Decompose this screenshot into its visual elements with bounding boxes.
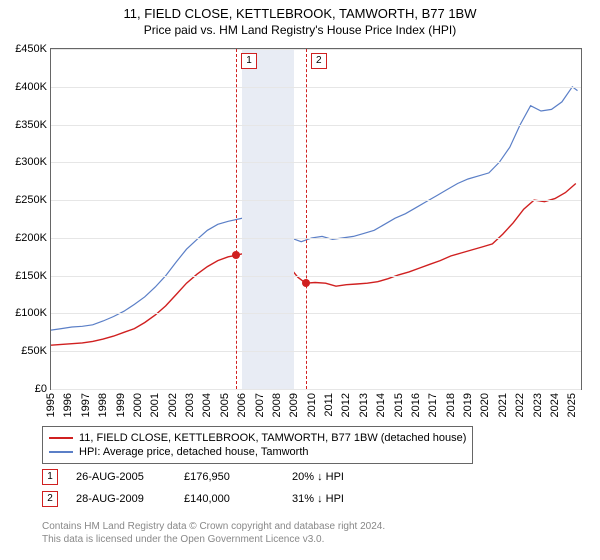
y-tick-label: £450K [15,43,47,55]
legend-item: HPI: Average price, detached house, Tamw… [49,445,466,459]
gridline [51,238,581,239]
x-tick-label: 2021 [497,389,509,417]
series-price_paid [51,184,576,346]
y-tick-label: £200K [15,232,47,244]
y-tick-label: £400K [15,81,47,93]
x-tick-label: 2014 [375,389,387,417]
x-tick-label: 2020 [479,389,491,417]
x-tick-label: 2007 [254,389,266,417]
x-tick-label: 2024 [549,389,561,417]
legend-swatch [49,437,73,439]
gridline [51,313,581,314]
gridline [51,49,581,50]
gridline [51,200,581,201]
footer-line: This data is licensed under the Open Gov… [42,533,385,546]
x-tick-label: 2000 [132,389,144,417]
transaction-marker [232,251,240,259]
x-tick-label: 2015 [393,389,405,417]
gridline [51,162,581,163]
x-tick-label: 2006 [236,389,248,417]
legend-label: HPI: Average price, detached house, Tamw… [79,446,309,458]
transaction-vline [306,49,307,389]
attribution-footer: Contains HM Land Registry data © Crown c… [42,520,385,546]
chart-container: 11, FIELD CLOSE, KETTLEBROOK, TAMWORTH, … [0,0,600,560]
y-tick-label: £50K [21,345,47,357]
transaction-marker [302,279,310,287]
x-tick-label: 2025 [566,389,578,417]
x-tick-label: 2001 [149,389,161,417]
x-tick-label: 1996 [62,389,74,417]
x-tick-label: 2009 [288,389,300,417]
transaction-tag: 1 [241,53,257,69]
legend-swatch [49,451,73,453]
recession-shade [242,49,294,389]
x-tick-label: 2019 [462,389,474,417]
transaction-price: £176,950 [184,471,274,483]
legend: 11, FIELD CLOSE, KETTLEBROOK, TAMWORTH, … [42,426,473,464]
x-tick-label: 1998 [97,389,109,417]
x-tick-label: 2002 [167,389,179,417]
x-tick-label: 2023 [532,389,544,417]
series-hpi [51,87,578,330]
y-tick-label: £350K [15,119,47,131]
footer-line: Contains HM Land Registry data © Crown c… [42,520,385,533]
legend-label: 11, FIELD CLOSE, KETTLEBROOK, TAMWORTH, … [79,432,466,444]
x-tick-label: 2012 [340,389,352,417]
gridline [51,125,581,126]
x-tick-label: 2013 [358,389,370,417]
gridline [51,276,581,277]
x-tick-label: 2005 [219,389,231,417]
chart-subtitle: Price paid vs. HM Land Registry's House … [0,21,600,37]
x-tick-label: 2016 [410,389,422,417]
chart-title: 11, FIELD CLOSE, KETTLEBROOK, TAMWORTH, … [0,0,600,21]
transaction-row-tag: 1 [42,469,58,485]
x-tick-label: 2008 [271,389,283,417]
x-tick-label: 2010 [306,389,318,417]
transaction-price: £140,000 [184,493,274,505]
x-tick-label: 2003 [184,389,196,417]
x-tick-label: 1997 [80,389,92,417]
x-tick-label: 2004 [201,389,213,417]
x-tick-label: 1999 [115,389,127,417]
gridline [51,87,581,88]
y-tick-label: £150K [15,270,47,282]
line-layer [51,49,581,389]
x-tick-label: 2022 [514,389,526,417]
y-tick-label: £100K [15,307,47,319]
transaction-delta: 20% ↓ HPI [292,471,382,483]
transaction-table: 1 26-AUG-2005 £176,950 20% ↓ HPI 2 28-AUG-200… [42,466,382,510]
transaction-tag: 2 [311,53,327,69]
plot-area: £0£50K£100K£150K£200K£250K£300K£350K£400… [50,48,582,390]
transaction-delta: 31% ↓ HPI [292,493,382,505]
legend-item: 11, FIELD CLOSE, KETTLEBROOK, TAMWORTH, … [49,431,466,445]
transaction-row-tag: 2 [42,491,58,507]
gridline [51,351,581,352]
x-tick-label: 2017 [427,389,439,417]
transaction-row: 2 28-AUG-2009 £140,000 31% ↓ HPI [42,488,382,510]
y-tick-label: £300K [15,156,47,168]
x-tick-label: 1995 [45,389,57,417]
transaction-date: 26-AUG-2005 [76,471,166,483]
transaction-row: 1 26-AUG-2005 £176,950 20% ↓ HPI [42,466,382,488]
transaction-date: 28-AUG-2009 [76,493,166,505]
transaction-vline [236,49,237,389]
x-tick-label: 2018 [445,389,457,417]
y-tick-label: £250K [15,194,47,206]
x-tick-label: 2011 [323,389,335,417]
